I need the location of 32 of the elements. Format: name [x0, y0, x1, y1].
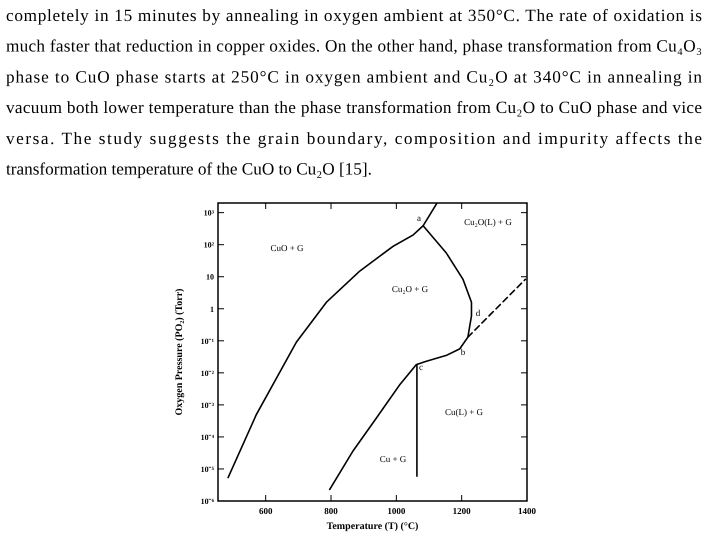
annotation: Cu₂O(L) + G: [464, 217, 512, 228]
text: phase to CuO phase starts at 250°C in oxygen ambient and Cu₂O at 340°C in annealing in: [6, 67, 702, 86]
y-tick-label: 10⁻¹: [200, 336, 215, 346]
text: transformation temperature of the CuO to Cu₂O [15].: [6, 160, 372, 178]
y-tick-label: 10⁻⁴: [200, 432, 215, 442]
annotation: a: [417, 213, 421, 224]
y-tick-label: 10: [206, 272, 214, 282]
annotation: b: [460, 347, 466, 358]
y-tick-label: 10⁻³: [200, 400, 215, 410]
x-tick-label: 800: [324, 506, 338, 516]
annotation: Cu₂O + G: [392, 284, 429, 294]
x-axis-title: Temperature (T) (°C): [326, 521, 418, 532]
text: completely in 15 minutes by annealing in oxygen ambient at 350°C. The rate of oxidation is: [6, 6, 702, 25]
y-tick-label: 10²: [204, 240, 215, 250]
annotation: CuO + G: [270, 243, 304, 254]
x-tick-label: 1400: [518, 506, 536, 516]
x-tick-label: 1200: [452, 506, 472, 516]
text: much faster that reduction in copper oxides. On the other hand, phase transformation from Cu₄O₃: [6, 36, 702, 56]
annotation: c: [419, 362, 423, 372]
x-tick-label: 1000: [387, 506, 406, 516]
y-tick-label: 10⁻⁵: [200, 464, 215, 474]
annotation: Cu(L) + G: [444, 407, 484, 418]
y-tick-label: 10³: [204, 208, 215, 218]
y-tick-label: 1: [210, 304, 214, 314]
text: versa. The study suggests the grain boundary, composition and impurity affects the: [6, 128, 702, 148]
y-axis-title: Oxygen Pressure (PO₂) (Torr): [174, 288, 185, 416]
annotation: Cu + G: [380, 454, 407, 464]
text: vacuum both lower temperature than the phase transformation from Cu₂O to CuO phase and vice: [6, 98, 702, 118]
y-tick-label: 10⁻⁶: [200, 497, 215, 506]
y-tick-label: 10⁻²: [200, 368, 215, 378]
x-tick-label: 600: [258, 506, 273, 516]
annotation: d: [476, 308, 481, 318]
